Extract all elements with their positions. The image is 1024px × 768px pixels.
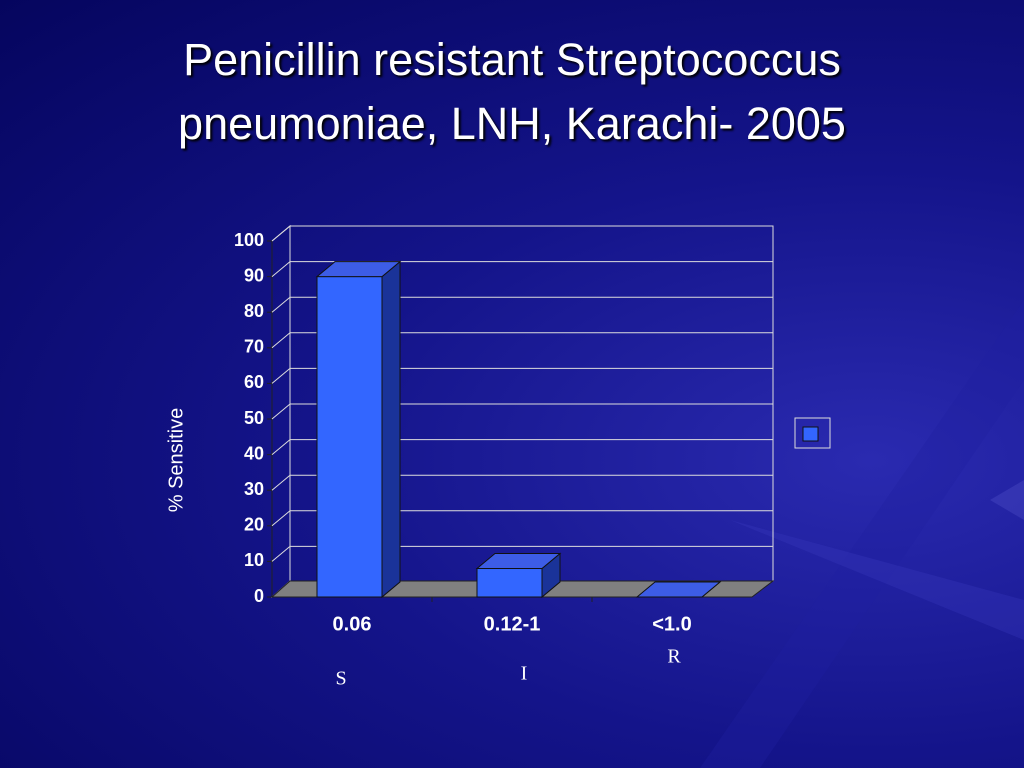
grid-line	[271, 510, 291, 527]
bar-top	[635, 581, 722, 598]
y-tick-label: 70	[244, 337, 264, 357]
x-tick-label: 0.06	[333, 613, 372, 635]
grid-line	[271, 368, 291, 384]
y-tick-label: 20	[244, 515, 264, 535]
grid-line	[271, 474, 291, 491]
grid-line	[271, 296, 291, 313]
legend-swatch	[802, 426, 819, 442]
annotation: I	[521, 663, 528, 685]
bar-top	[315, 261, 402, 278]
y-tick-label: 50	[244, 408, 264, 428]
legend-box	[794, 417, 831, 449]
grid-line	[271, 439, 291, 455]
x-tick-label: <1.0	[652, 613, 691, 635]
grid-line	[271, 261, 291, 277]
y-tick-label: 90	[244, 265, 264, 285]
bar-top	[475, 553, 562, 570]
annotation: S	[335, 668, 346, 690]
y-tick-label: 10	[244, 550, 264, 570]
grid-line	[271, 332, 291, 349]
y-tick-label: 30	[244, 479, 264, 499]
slide-title: Penicillin resistant Streptococcus pneum…	[178, 34, 846, 149]
bar-front	[476, 568, 543, 598]
grid-line	[271, 403, 291, 420]
annotation: R	[667, 646, 681, 668]
y-axis-label: % Sensitive	[165, 408, 187, 513]
grid-line	[271, 546, 291, 562]
bar-front	[316, 276, 383, 598]
grid-line	[271, 225, 291, 242]
y-tick-label: 80	[244, 301, 264, 321]
y-tick-label: 100	[234, 230, 264, 250]
y-tick-label: 0	[254, 586, 264, 606]
bar-side	[381, 260, 401, 599]
y-tick-label: 60	[244, 372, 264, 392]
x-tick-label: 0.12-1	[484, 613, 541, 635]
y-tick-label: 40	[244, 443, 264, 463]
